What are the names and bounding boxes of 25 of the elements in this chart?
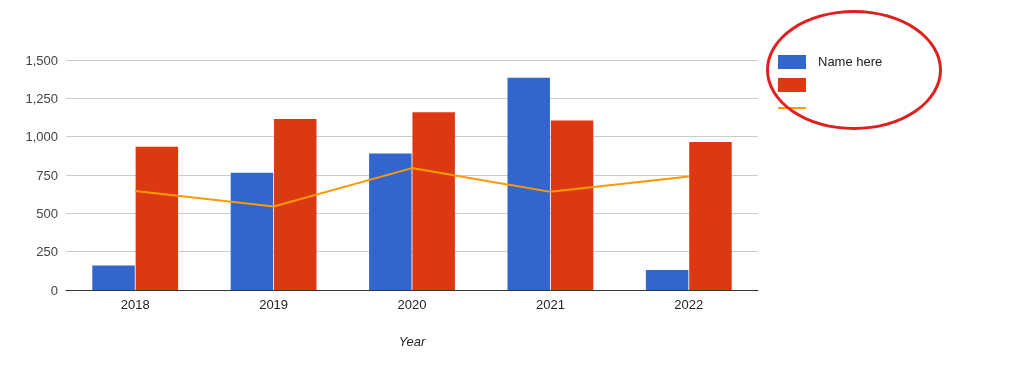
bar (230, 172, 274, 290)
bar (369, 153, 412, 290)
x-tick-label: 2022 (674, 297, 704, 312)
bar (550, 120, 594, 290)
y-tick-label: 750 (36, 167, 58, 183)
y-tick-label: 0 (50, 282, 58, 298)
bar (412, 112, 455, 290)
x-tick-label: 2020 (397, 297, 427, 312)
y-tick-label: 250 (36, 244, 58, 260)
bar (274, 119, 317, 290)
x-axis-title: Year (398, 334, 427, 349)
bar (689, 142, 732, 290)
x-tick-label: 2019 (259, 297, 289, 312)
bar (507, 77, 550, 290)
bar (645, 270, 689, 290)
line-series (134, 167, 690, 208)
legend-label: Name here (818, 54, 883, 69)
y-tick-label: 1,000 (25, 129, 58, 145)
x-tick-label: 2018 (120, 297, 150, 312)
y-tick-label: 1,500 (25, 52, 58, 68)
bar (135, 146, 179, 290)
x-tick-label: 2021 (535, 297, 565, 312)
bar (92, 265, 135, 290)
y-tick-label: 500 (36, 205, 58, 221)
y-tick-label: 1,250 (25, 90, 58, 106)
